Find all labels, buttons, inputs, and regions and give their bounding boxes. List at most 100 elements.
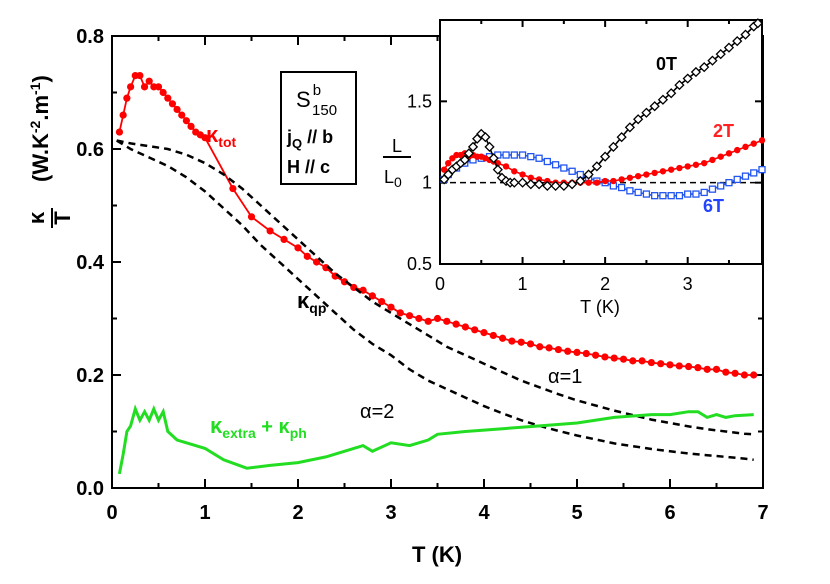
- main-data-point: [164, 94, 172, 102]
- inset-data-point: [733, 175, 741, 184]
- inset-data-point: [634, 172, 642, 180]
- main-data-point: [178, 111, 186, 119]
- main-data-point: [340, 278, 349, 286]
- main-data-point: [610, 354, 618, 362]
- main-data-point: [187, 122, 195, 130]
- main-x-tick-label: 1: [199, 502, 210, 524]
- inset-data-point: [492, 164, 503, 175]
- main-data-point: [182, 117, 190, 125]
- main-data-point: [526, 340, 535, 348]
- main-x-tick-label: 7: [757, 502, 768, 524]
- inset-data-point: [659, 168, 667, 175]
- inset-data-point: [651, 192, 659, 200]
- main-y-tick-label: 0.4: [76, 252, 105, 274]
- inset-data-point: [675, 192, 684, 200]
- main-data-point: [136, 71, 144, 80]
- inset-data-point: [715, 49, 726, 60]
- main-data-point: [740, 371, 749, 379]
- inset-y-tick-label: 0.5: [407, 254, 432, 274]
- inset-data-point: [585, 179, 592, 186]
- inset-data-point: [692, 190, 700, 198]
- inset-data-point: [741, 172, 750, 180]
- main-data-point: [443, 317, 451, 325]
- inset-data-point: [502, 163, 510, 170]
- main-data-point: [582, 349, 590, 358]
- main-data-point: [517, 338, 525, 346]
- main-data-point: [119, 111, 127, 119]
- inset-data-point: [752, 18, 763, 29]
- main-x-tick-label: 0: [106, 502, 117, 524]
- main-data-point: [731, 369, 739, 377]
- main-y-tick-label: 0.2: [76, 365, 104, 387]
- inset-data-point: [699, 62, 710, 73]
- inset-data-point: [617, 183, 626, 192]
- inset-data-point: [717, 153, 724, 160]
- inset-data-point: [725, 150, 733, 157]
- main-data-point: [154, 83, 163, 91]
- inset-data-point: [518, 151, 527, 159]
- main-y-tick-label: 0.8: [76, 26, 104, 48]
- main-data-point: [712, 365, 721, 373]
- main-data-point: [685, 362, 693, 371]
- main-x-tick-label: 5: [571, 502, 582, 524]
- main-data-point: [433, 314, 442, 323]
- main-data-point: [694, 364, 702, 372]
- inset-data-point: [616, 132, 627, 143]
- inset-y-tick-label: 1.5: [407, 91, 432, 111]
- main-data-point: [387, 303, 395, 311]
- inset-data-point: [633, 114, 644, 125]
- inset-data-point: [445, 159, 452, 167]
- y-label-numerator: κ: [24, 211, 49, 224]
- inset-data-point: [666, 88, 677, 99]
- alpha2-label: α=2: [360, 401, 394, 423]
- main-data-point: [647, 358, 656, 367]
- main-series-line-3: [117, 404, 754, 475]
- main-y-tick-label: 0.0: [76, 478, 104, 500]
- main-series-line-2: [116, 139, 754, 462]
- main-data-point: [145, 77, 153, 85]
- main-data-point: [499, 334, 507, 342]
- main-data-point: [573, 348, 581, 356]
- main-data-point: [489, 331, 497, 340]
- inset-data-point: [708, 185, 717, 193]
- main-data-point: [545, 344, 553, 352]
- main-data-point: [471, 326, 479, 334]
- main-data-point: [657, 360, 665, 368]
- main-data-point: [601, 353, 609, 361]
- inset-data-point: [657, 94, 669, 105]
- inset-data-point: [484, 141, 495, 152]
- inset-data-point: [618, 176, 625, 183]
- inset-plot: 0 1 2 3 0.5 1 1.5: [407, 18, 766, 294]
- inset-data-point: [502, 151, 510, 159]
- main-data-point: [280, 235, 288, 243]
- main-data-point: [508, 337, 516, 345]
- main-data-point: [703, 365, 711, 373]
- inset-data-point: [463, 148, 475, 159]
- inset-data-point: [533, 179, 545, 190]
- main-data-point: [406, 312, 414, 320]
- inset-data-point: [480, 132, 491, 143]
- main-x-tick-label: 6: [664, 502, 675, 524]
- main-data-point: [266, 227, 274, 235]
- main-data-point: [415, 314, 423, 323]
- inset-data-point: [641, 107, 652, 118]
- inset-data-point: [459, 154, 470, 166]
- inset-y-label-num: L: [392, 136, 402, 156]
- alpha1-label: α=1: [548, 366, 582, 388]
- main-data-point: [303, 252, 311, 260]
- inset-label-0T: 0T: [656, 54, 677, 74]
- inset-data-point: [600, 151, 611, 162]
- inset-data-point: [674, 79, 685, 91]
- inset-data-point: [642, 190, 651, 198]
- inset-data-point: [624, 122, 636, 133]
- main-data-point: [294, 244, 302, 252]
- inset-data-point: [723, 42, 735, 53]
- main-data-point: [368, 292, 376, 300]
- main-data-point: [750, 371, 758, 379]
- inset-data-point: [758, 166, 766, 174]
- inset-data-point: [707, 55, 718, 66]
- inset-data-point: [575, 175, 586, 187]
- y-label-denominator: T: [50, 211, 75, 225]
- main-y-axis-label: (W.K-2.m-1) κ T: [24, 75, 75, 228]
